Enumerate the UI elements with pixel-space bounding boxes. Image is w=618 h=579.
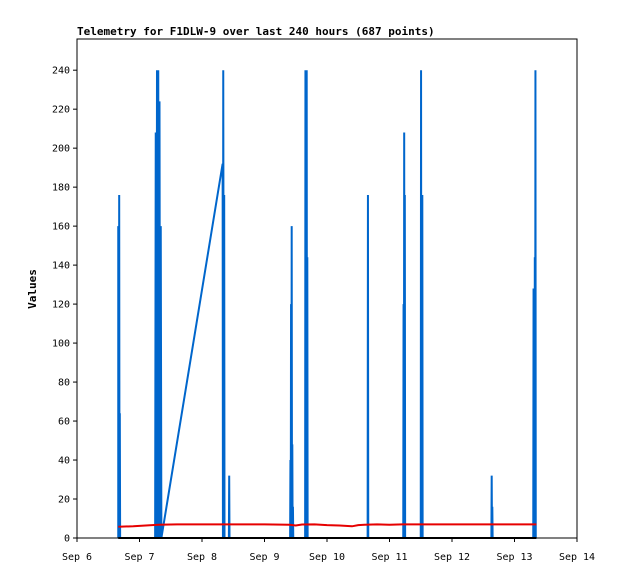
chart-title: Telemetry for F1DLW-9 over last 240 hour…	[77, 25, 435, 38]
x-tick-label-4: Sep 10	[309, 552, 345, 563]
y-tick-label-7: 140	[52, 261, 70, 272]
y-tick-label-9: 180	[52, 183, 70, 194]
y-tick-label-11: 220	[52, 105, 70, 116]
series-line-1	[118, 523, 537, 528]
x-tick-label-5: Sep 11	[371, 552, 407, 563]
x-axis: Sep 6 Sep 7 Sep 8 Sep 9 Sep 10 Sep 11 Sep 12 Se…	[62, 538, 595, 563]
x-tick-label-0: Sep 6	[62, 552, 92, 563]
series-line-0	[117, 70, 537, 539]
x-tick-label-6: Sep 12	[434, 552, 470, 563]
x-tick-label-3: Sep 9	[249, 552, 279, 563]
x-tick-label-1: Sep 7	[124, 552, 154, 563]
y-tick-label-0: 0	[64, 534, 70, 545]
y-axis-label: Values	[26, 269, 39, 309]
x-tick-label-7: Sep 13	[496, 552, 532, 563]
y-tick-label-1: 20	[58, 495, 70, 506]
x-tick-label-8: Sep 14	[559, 552, 595, 563]
x-tick-label-2: Sep 8	[187, 552, 217, 563]
y-tick-label-2: 40	[58, 456, 70, 467]
y-tick-label-8: 160	[52, 222, 70, 233]
y-tick-label-4: 80	[58, 378, 70, 389]
y-tick-label-5: 100	[52, 339, 70, 350]
y-tick-label-12: 240	[52, 66, 70, 77]
y-tick-label-10: 200	[52, 144, 70, 155]
y-tick-label-3: 60	[58, 417, 70, 428]
y-tick-label-6: 120	[52, 300, 70, 311]
y-axis: 0 20 40 60 80 100 120 140 160 180 200 220 240	[52, 66, 77, 545]
